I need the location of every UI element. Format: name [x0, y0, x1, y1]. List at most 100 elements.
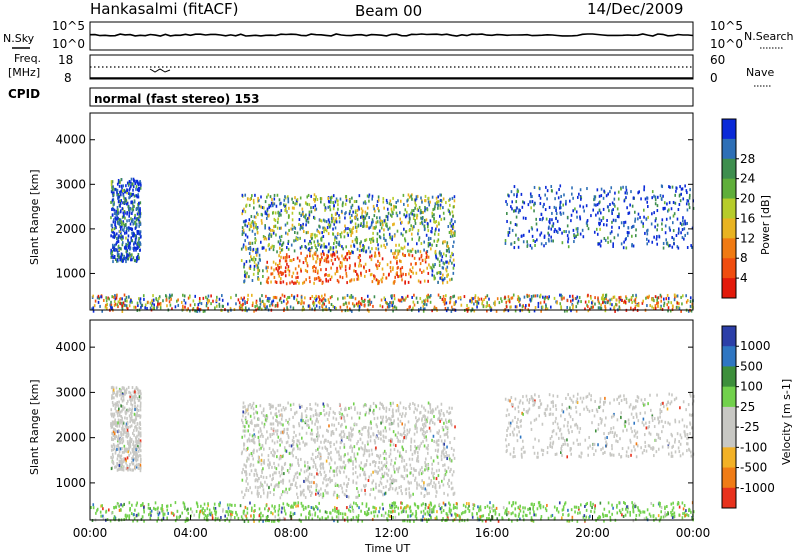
data-cell	[256, 492, 259, 496]
data-cell	[122, 201, 124, 205]
data-cell	[130, 181, 132, 185]
data-cell	[315, 260, 318, 264]
data-cell	[443, 452, 445, 456]
data-cell	[282, 490, 284, 494]
data-cell	[313, 301, 316, 305]
data-cell	[416, 300, 419, 304]
data-cell	[675, 294, 678, 298]
data-cell	[441, 255, 444, 259]
data-cell	[664, 231, 667, 235]
data-cell	[320, 219, 323, 223]
data-cell	[391, 481, 394, 485]
data-cell	[139, 423, 142, 427]
data-cell	[260, 458, 263, 462]
data-cell	[587, 293, 589, 297]
data-cell	[215, 298, 218, 302]
data-cell	[402, 448, 405, 452]
data-cell	[533, 309, 536, 313]
data-cell	[121, 235, 124, 239]
data-cell	[125, 449, 128, 453]
data-cell	[265, 266, 268, 270]
data-cell	[321, 231, 323, 235]
data-cell	[414, 262, 417, 266]
data-cell	[258, 253, 261, 257]
data-cell	[373, 254, 376, 258]
data-cell	[127, 228, 130, 232]
data-cell	[120, 189, 122, 193]
data-cell	[135, 394, 137, 398]
data-cell	[302, 440, 304, 444]
data-cell	[682, 222, 685, 226]
data-cell	[302, 222, 304, 226]
data-cell	[595, 213, 597, 217]
data-cell	[138, 297, 140, 301]
data-cell	[288, 417, 291, 421]
data-cell	[117, 430, 119, 434]
data-cell	[397, 467, 400, 471]
data-cell	[342, 296, 344, 300]
data-cell	[279, 403, 282, 407]
data-cell	[263, 422, 266, 426]
data-cell	[378, 216, 381, 220]
data-cell	[319, 197, 322, 201]
data-cell	[139, 186, 142, 190]
data-cell	[284, 490, 286, 494]
data-cell	[404, 298, 406, 302]
data-cell	[661, 222, 663, 226]
data-cell	[119, 421, 121, 425]
data-cell	[348, 406, 350, 410]
data-cell	[124, 211, 126, 215]
data-cell	[134, 408, 136, 412]
data-cell	[238, 306, 241, 310]
data-cell	[394, 488, 397, 492]
data-cell	[331, 295, 333, 299]
data-cell	[188, 295, 191, 299]
data-cell	[245, 410, 248, 414]
data-cell	[170, 297, 172, 301]
data-cell	[665, 241, 668, 245]
data-cell	[362, 467, 364, 471]
data-cell	[280, 209, 283, 213]
data-cell	[121, 416, 123, 420]
data-cell	[510, 296, 513, 300]
data-cell	[119, 464, 122, 468]
data-cell	[283, 427, 286, 431]
data-cell	[368, 199, 370, 203]
data-cell	[272, 204, 274, 208]
data-cell	[328, 205, 331, 209]
data-cell	[307, 220, 310, 224]
data-cell	[617, 197, 620, 201]
data-cell	[314, 440, 316, 444]
data-cell	[677, 231, 680, 235]
data-cell	[345, 245, 348, 249]
data-cell	[625, 196, 627, 200]
data-cell	[116, 390, 119, 394]
data-cell	[371, 280, 374, 284]
data-cell	[339, 261, 342, 265]
data-cell	[269, 204, 272, 208]
data-cell	[427, 244, 430, 248]
data-cell	[406, 428, 409, 432]
data-cell	[575, 234, 577, 238]
data-cell	[110, 190, 113, 194]
data-cell	[352, 210, 354, 214]
data-cell	[651, 212, 653, 216]
data-cell	[117, 221, 120, 225]
data-cell	[305, 414, 308, 418]
data-cell	[266, 269, 269, 273]
data-cell	[254, 424, 257, 428]
data-cell	[368, 449, 370, 453]
data-cell	[244, 417, 247, 421]
data-cell	[101, 309, 104, 313]
data-cell	[322, 301, 324, 305]
data-cell	[463, 295, 466, 299]
data-cell	[602, 216, 605, 220]
data-cell	[405, 214, 408, 218]
data-cell	[439, 193, 441, 197]
data-cell	[609, 307, 612, 311]
data-cell	[426, 429, 428, 433]
data-cell	[535, 222, 538, 226]
data-cell	[263, 304, 266, 308]
data-cell	[292, 402, 295, 406]
data-cell	[118, 424, 121, 428]
